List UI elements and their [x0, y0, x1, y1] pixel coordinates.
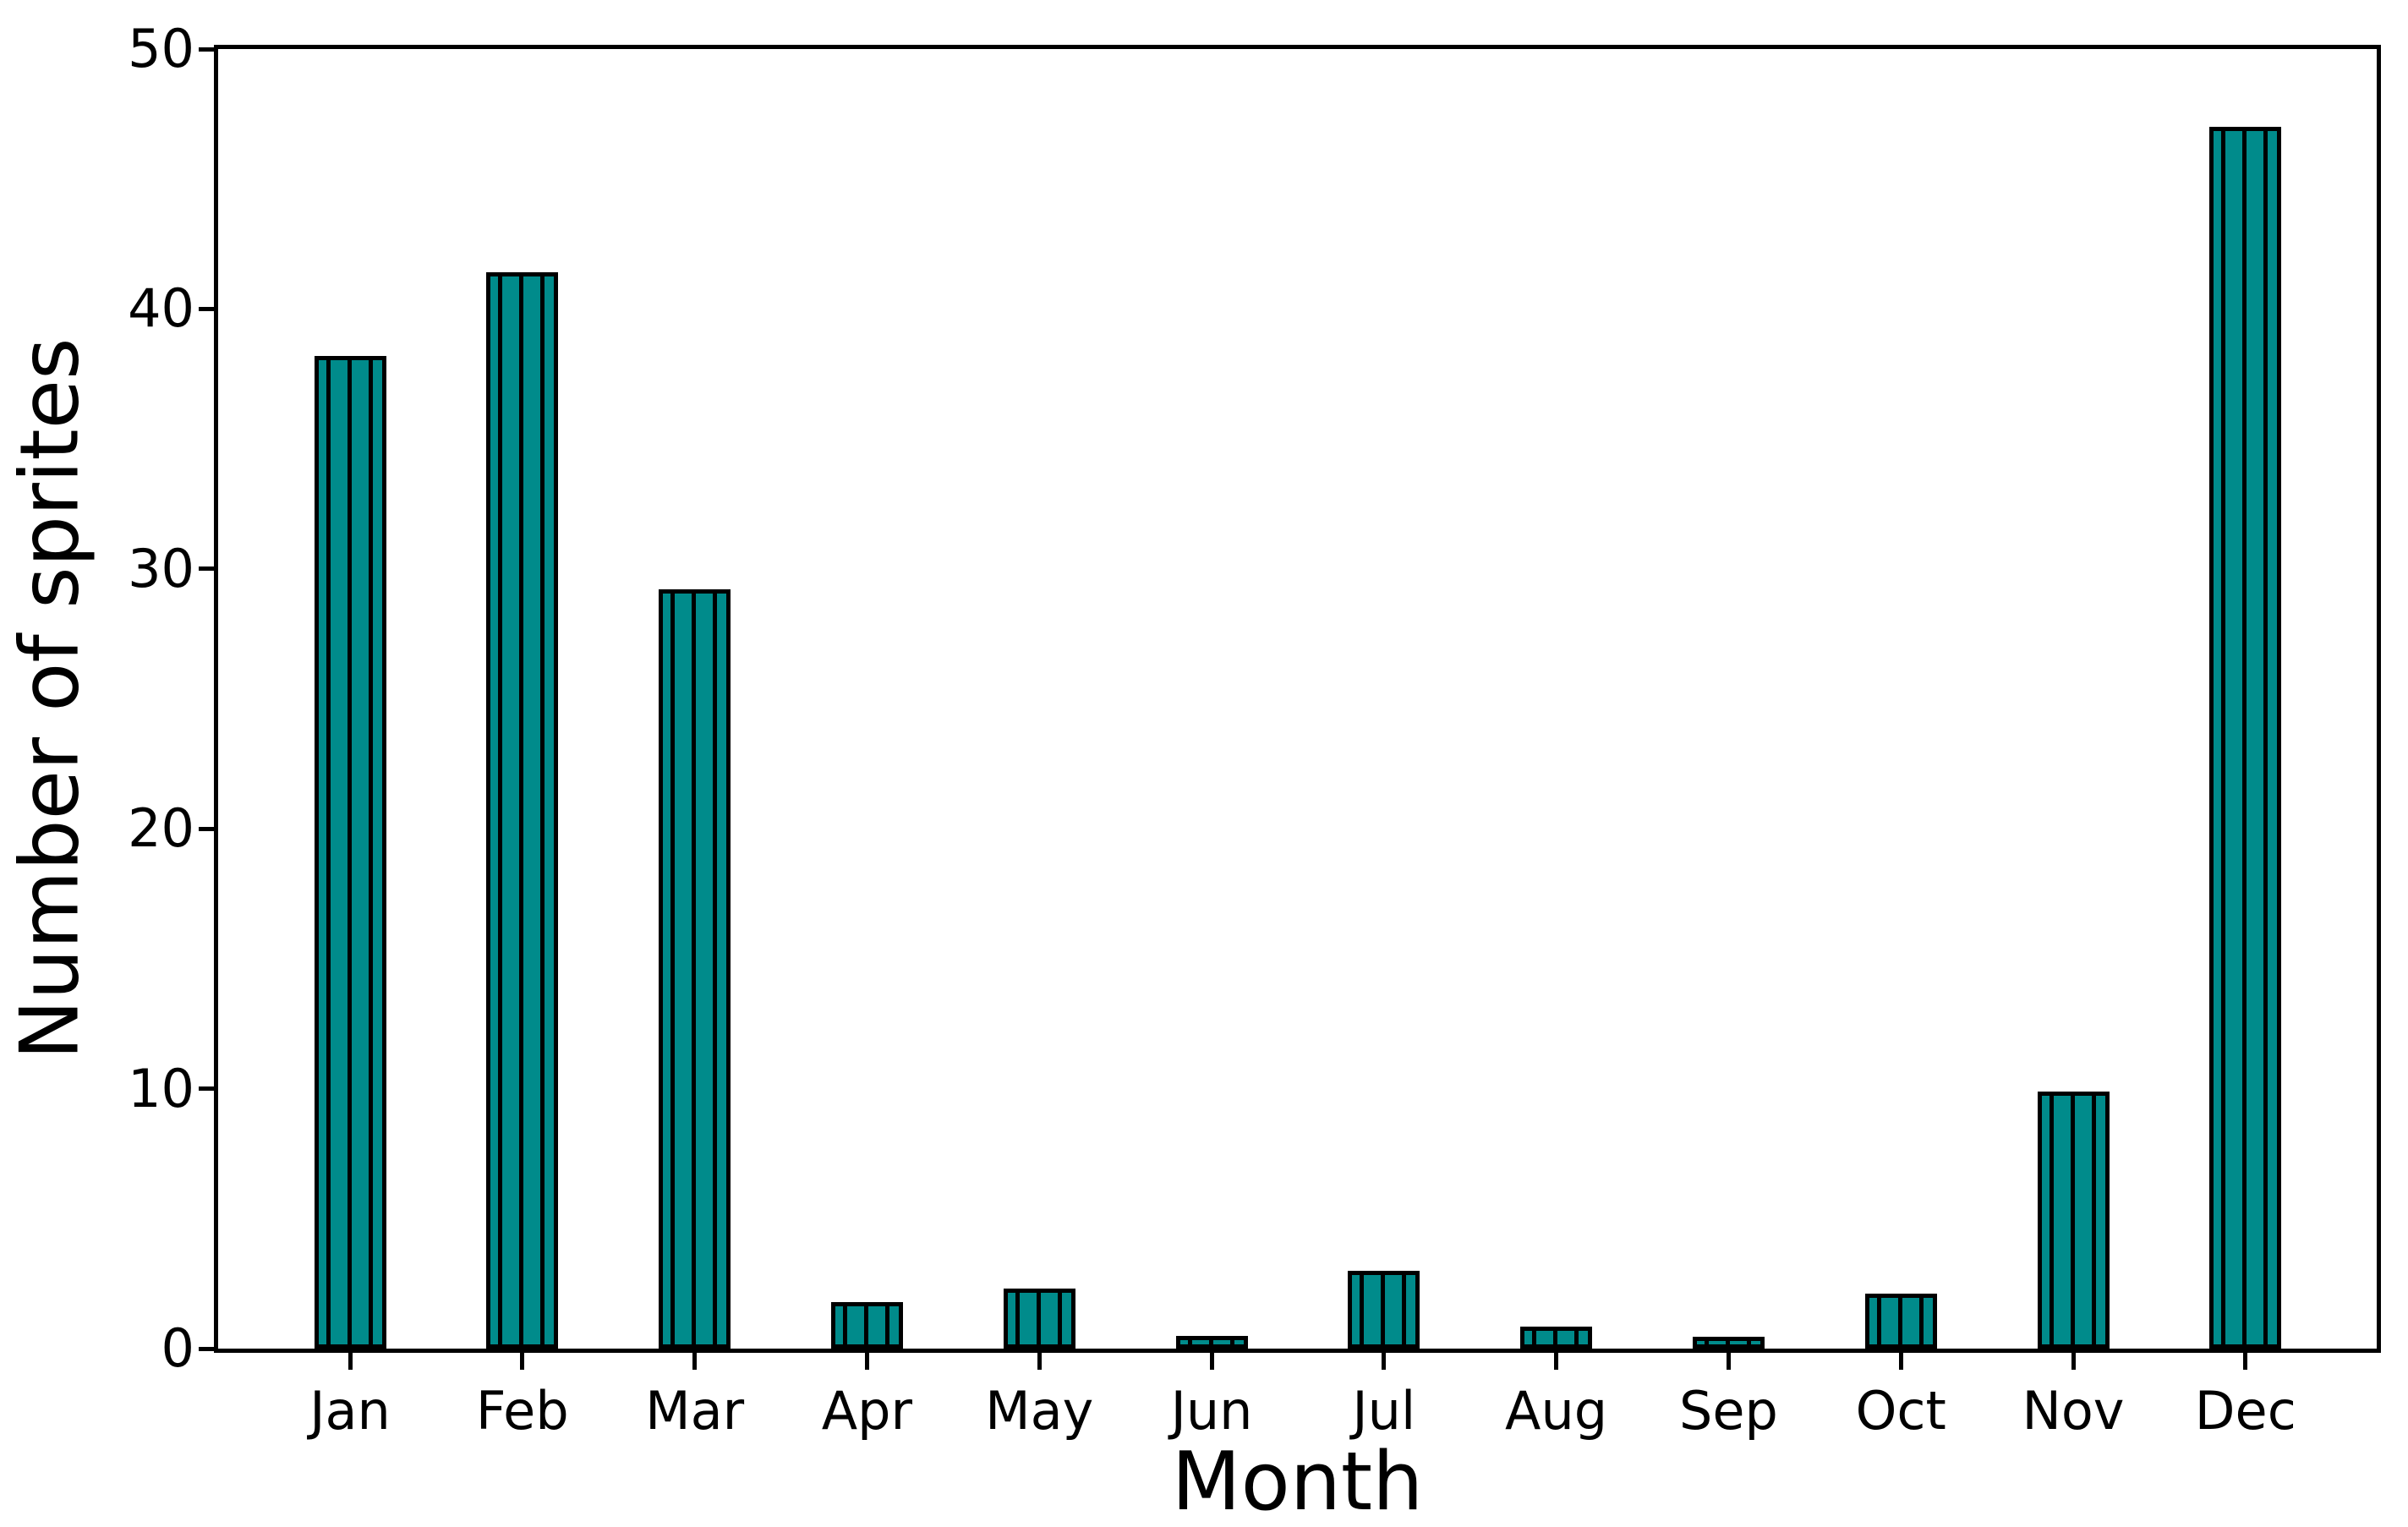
y-tick-mark-30 — [199, 566, 216, 572]
x-tick-mark-jul — [1382, 1350, 1387, 1370]
x-tick-mark-sep — [1726, 1350, 1731, 1370]
x-tick-mark-aug — [1554, 1350, 1559, 1370]
y-tick-label-40: 40 — [128, 277, 194, 340]
y-tick-label-20: 20 — [128, 797, 194, 860]
bar-nov — [2037, 1091, 2110, 1349]
y-tick-mark-0 — [199, 1346, 216, 1351]
y-tick-mark-40 — [199, 306, 216, 311]
x-tick-mark-nov — [2071, 1350, 2076, 1370]
x-tick-label-nov: Nov — [2022, 1380, 2125, 1442]
x-tick-label-jun: Jun — [1170, 1380, 1253, 1442]
y-tick-label-50: 50 — [128, 18, 194, 79]
bar-dec — [2209, 127, 2282, 1349]
x-tick-mark-dec — [2243, 1350, 2248, 1370]
bar-mar — [659, 589, 731, 1349]
y-tick-mark-10 — [199, 1086, 216, 1092]
x-tick-mark-mar — [692, 1350, 698, 1370]
bar-jul — [1348, 1270, 1420, 1349]
x-tick-label-aug: Aug — [1505, 1380, 1608, 1442]
bar-jan — [314, 355, 386, 1349]
plot-area — [214, 45, 2381, 1353]
y-tick-mark-50 — [199, 47, 216, 52]
x-tick-mark-oct — [1898, 1350, 1903, 1370]
x-tick-mark-jan — [348, 1350, 353, 1370]
bar-may — [1003, 1289, 1075, 1349]
x-tick-label-sep: Sep — [1678, 1380, 1778, 1442]
x-tick-label-jan: Jan — [309, 1380, 391, 1442]
x-tick-mark-feb — [520, 1350, 525, 1370]
x-tick-label-jul: Jul — [1352, 1380, 1416, 1442]
bar-sep — [1692, 1337, 1765, 1349]
bar-oct — [1864, 1294, 1937, 1349]
bar-aug — [1520, 1326, 1593, 1349]
y-tick-label-0: 0 — [161, 1317, 194, 1379]
x-tick-label-oct: Oct — [1855, 1380, 1946, 1442]
bar-jun — [1175, 1335, 1248, 1349]
x-tick-mark-may — [1037, 1350, 1042, 1370]
bar-apr — [830, 1301, 903, 1349]
x-axis-label: Month — [1171, 1436, 1424, 1527]
y-axis-label: Number of sprites — [3, 337, 97, 1060]
y-axis-label-wrap: Number of sprites — [0, 49, 101, 1349]
y-tick-label-10: 10 — [128, 1057, 194, 1119]
x-tick-label-feb: Feb — [475, 1380, 569, 1442]
x-tick-label-may: May — [985, 1380, 1094, 1442]
x-tick-mark-jun — [1209, 1350, 1214, 1370]
y-tick-mark-20 — [199, 826, 216, 831]
x-tick-mark-apr — [864, 1350, 869, 1370]
y-tick-label-30: 30 — [128, 537, 194, 599]
x-tick-label-dec: Dec — [2194, 1380, 2296, 1442]
x-tick-label-apr: Apr — [821, 1380, 913, 1442]
x-tick-label-mar: Mar — [645, 1380, 745, 1442]
bar-feb — [486, 272, 559, 1349]
